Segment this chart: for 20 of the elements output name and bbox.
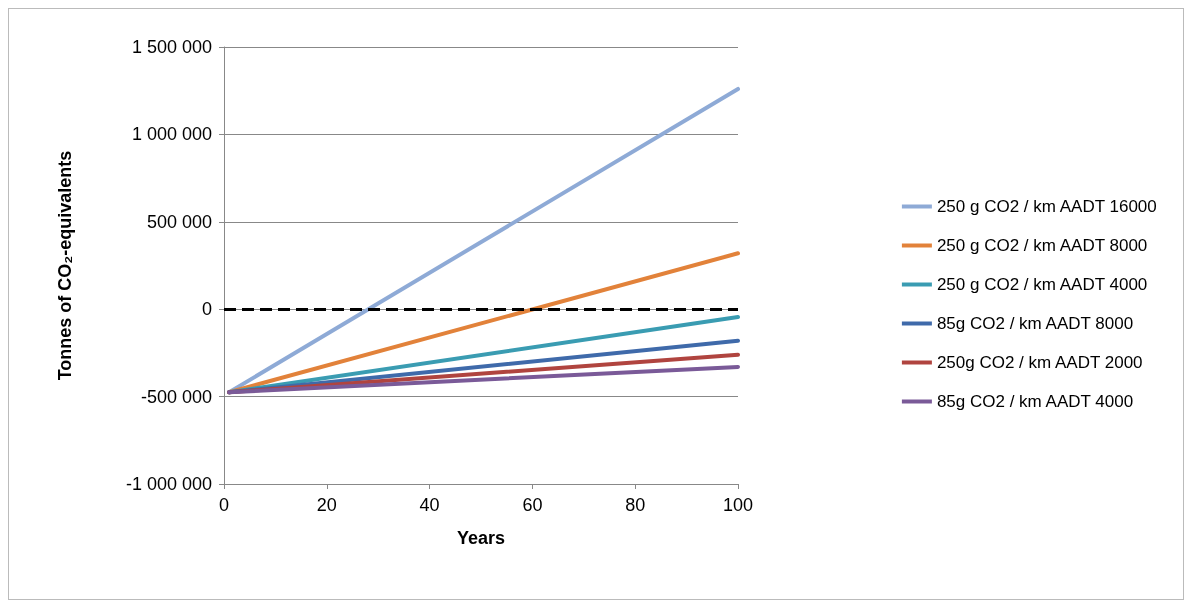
legend-label: 250 g CO2 / km AADT 4000 [936,275,1148,294]
x-tick-label: 80 [625,495,646,515]
x-tick-label: 20 [316,495,337,515]
legend-label: 250 g CO2 / km AADT 16000 [936,197,1157,216]
y-tick-label: -1 000 000 [125,474,212,494]
y-tick-label: -500 000 [140,386,212,407]
y-tick-label: 1 500 000 [131,37,212,57]
y-tick-label: 500 000 [146,211,212,232]
legend-label: 85g CO2 / km AADT 8000 [936,314,1134,333]
x-tick-label: 0 [218,495,230,515]
y-tick-label: 1 000 000 [131,124,212,145]
x-tick-label: 40 [419,495,440,515]
x-axis-title: Years [456,528,506,548]
legend-label: 250g CO2 / km AADT 2000 [936,353,1143,372]
legend-label: 250 g CO2 / km AADT 8000 [936,236,1148,255]
legend-label: 85g CO2 / km AADT 4000 [936,392,1134,411]
y-tick-label: 0 [201,299,212,320]
x-tick-label: 60 [522,495,543,515]
x-tick-label: 100 [722,495,754,515]
y-axis-title: Tonnes of CO₂-equivalents [55,150,75,381]
